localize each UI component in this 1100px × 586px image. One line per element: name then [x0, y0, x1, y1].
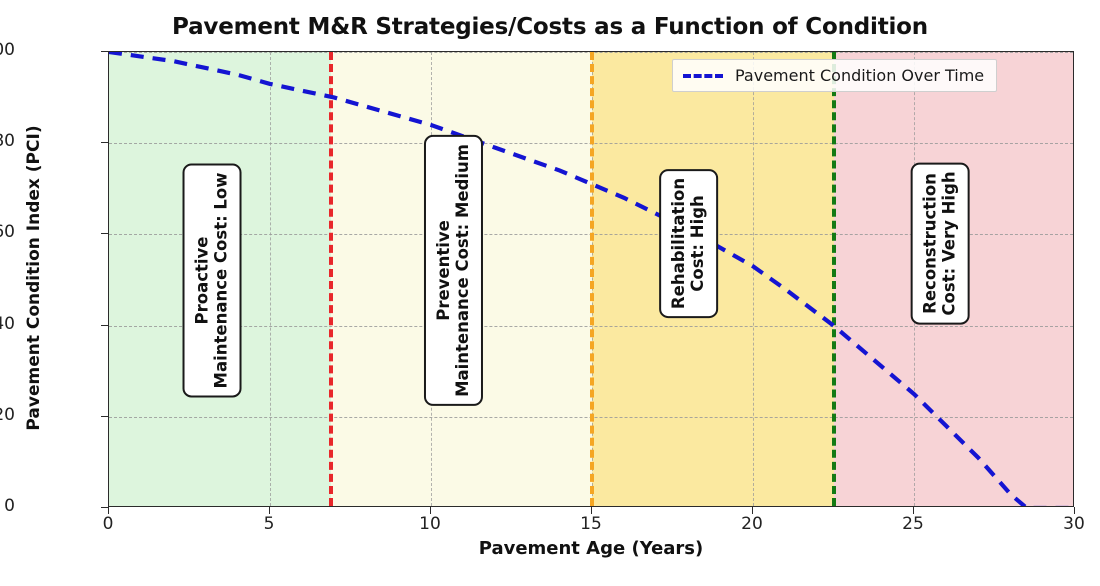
y-tick-label-20: 20	[0, 404, 15, 425]
annotation-box-proactive: Proactive Maintenance Cost: Low	[182, 162, 242, 397]
chart-title: Pavement M&R Strategies/Costs as a Funct…	[172, 14, 928, 40]
chart-legend: Pavement Condition Over Time	[672, 59, 998, 92]
plot-area: Proactive Maintenance Cost: Low Preventiv…	[108, 51, 1074, 507]
x-tick-label-20: 20	[741, 514, 763, 534]
x-tick-label-0: 0	[102, 514, 114, 534]
x-tick-label-15: 15	[580, 514, 602, 534]
boundary-line-rehabilitation-reconstruction-boundary	[831, 52, 836, 506]
x-tick-25	[913, 507, 914, 514]
gridline-x-5	[270, 52, 271, 506]
y-tick-40	[101, 324, 108, 326]
x-tick-10	[430, 507, 431, 514]
boundary-line-proactive-preventive-boundary	[329, 52, 334, 506]
condition-line	[109, 52, 1073, 506]
y-axis-label: Pavement Condition Index (PCI)	[24, 125, 44, 431]
y-tick-20	[101, 415, 108, 417]
gridline-x-20	[753, 52, 754, 506]
x-tick-label-30: 30	[1063, 514, 1085, 534]
boundary-line-preventive-rehabilitation-boundary	[590, 52, 594, 506]
x-tick-0	[108, 507, 109, 514]
y-tick-100	[101, 51, 108, 52]
x-axis-label: Pavement Age (Years)	[478, 538, 704, 559]
y-tick-label-100: 100	[0, 40, 15, 60]
x-tick-15	[591, 507, 592, 514]
y-tick-60	[101, 233, 108, 235]
x-tick-30	[1074, 507, 1075, 514]
x-tick-20	[752, 507, 753, 514]
annotation-box-rehabilitation: Rehabilitation Cost: High	[659, 168, 719, 319]
x-tick-label-5: 5	[263, 514, 275, 534]
y-tick-0	[101, 507, 108, 508]
pavement-condition-curve	[109, 52, 1073, 506]
y-tick-label-60: 60	[0, 222, 15, 243]
y-tick-label-40: 40	[0, 313, 15, 334]
y-tick-label-0: 0	[4, 496, 15, 516]
legend-line-swatch	[683, 73, 723, 78]
y-tick-80	[101, 142, 108, 144]
x-tick-label-25: 25	[902, 514, 924, 534]
x-tick-label-10: 10	[419, 514, 441, 534]
annotation-box-preventive: Preventive Maintenance Cost: Medium	[424, 135, 483, 407]
legend-entry-label: Pavement Condition Over Time	[735, 66, 985, 85]
x-tick-5	[269, 507, 270, 514]
y-tick-label-80: 80	[0, 131, 15, 152]
annotation-box-reconstruction: Reconstruction Cost: Very High	[910, 162, 970, 325]
